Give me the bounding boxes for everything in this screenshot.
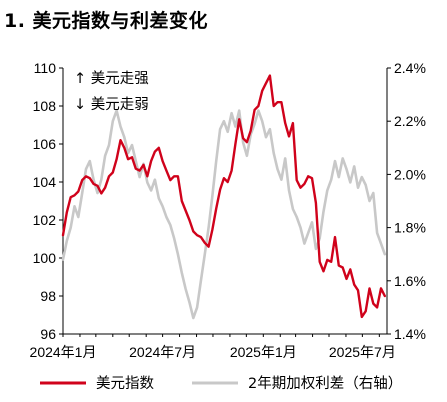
x-tick-label: 2024年1月 bbox=[30, 344, 97, 360]
x-tick-label: 2024年7月 bbox=[129, 344, 196, 360]
right-tick-label: 2.0% bbox=[394, 166, 426, 182]
dollar-index-line bbox=[61, 74, 386, 319]
left-tick-label: 104 bbox=[33, 174, 57, 190]
left-tick-label: 108 bbox=[33, 98, 57, 114]
left-tick-label: 102 bbox=[33, 212, 57, 228]
legend-label: 美元指数 bbox=[96, 375, 154, 392]
right-tick-label: 2.2% bbox=[394, 113, 426, 129]
left-tick-label: 100 bbox=[33, 250, 57, 266]
chart-title: 1. 美元指数与利差变化 bbox=[4, 10, 209, 32]
right-tick-label: 1.4% bbox=[394, 326, 426, 342]
left-tick-label: 106 bbox=[33, 136, 57, 152]
legend-label: 2年期加权利差（右轴） bbox=[248, 375, 402, 392]
right-tick-label: 2.4% bbox=[394, 60, 426, 76]
series-layer bbox=[61, 74, 387, 320]
chart-axes: 96 98 100 102 104 106 108 110 1.4% 1.6% 1.8% 2.0% 2.… bbox=[30, 60, 426, 360]
annotation-weaken: ↓ 美元走弱 bbox=[74, 96, 149, 113]
x-tick-label: 2025年1月 bbox=[230, 344, 297, 360]
left-tick-label: 98 bbox=[40, 288, 56, 304]
spread-line bbox=[61, 109, 387, 320]
left-tick-label: 110 bbox=[34, 60, 57, 76]
legend: 美元指数 2年期加权利差（右轴） bbox=[40, 375, 402, 392]
annotations: ↑ 美元走强 ↓ 美元走弱 bbox=[74, 70, 149, 113]
left-tick-label: 96 bbox=[40, 326, 56, 342]
x-tick-label: 2025年7月 bbox=[329, 344, 396, 360]
right-tick-label: 1.6% bbox=[394, 273, 426, 289]
annotation-strengthen: ↑ 美元走强 bbox=[74, 70, 149, 87]
right-tick-label: 1.8% bbox=[394, 220, 426, 236]
